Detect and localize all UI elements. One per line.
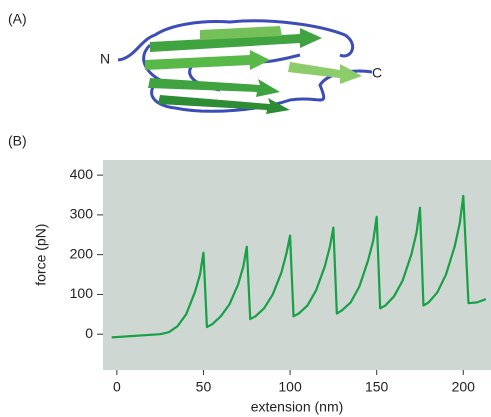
x-tick-label: 150	[365, 379, 389, 395]
y-tick-label: 300	[70, 206, 94, 222]
strand	[200, 26, 282, 40]
strand	[158, 95, 290, 114]
y-axis-label: force (pN)	[33, 224, 49, 286]
x-tick-label: 200	[452, 379, 476, 395]
terminus-label: N	[100, 51, 110, 67]
x-tick-label: 0	[113, 379, 121, 395]
strand	[288, 62, 362, 84]
x-tick-label: 50	[196, 379, 212, 395]
strand	[148, 78, 280, 97]
y-tick-label: 100	[70, 285, 94, 301]
y-tick-label: 400	[70, 166, 94, 182]
strand	[150, 28, 322, 52]
terminus-label: C	[372, 65, 382, 81]
data-line	[111, 194, 487, 339]
y-tick-label: 200	[70, 245, 94, 261]
plot-background	[103, 160, 491, 370]
strand	[145, 50, 270, 70]
y-tick-label: 0	[85, 325, 93, 341]
x-axis-label: extension (nm)	[251, 399, 344, 415]
loop	[117, 19, 373, 113]
panel-label: (A)	[8, 11, 27, 27]
protein-ribbon	[117, 19, 373, 114]
x-tick-label: 100	[278, 379, 302, 395]
panel-label: (B)	[8, 133, 27, 149]
